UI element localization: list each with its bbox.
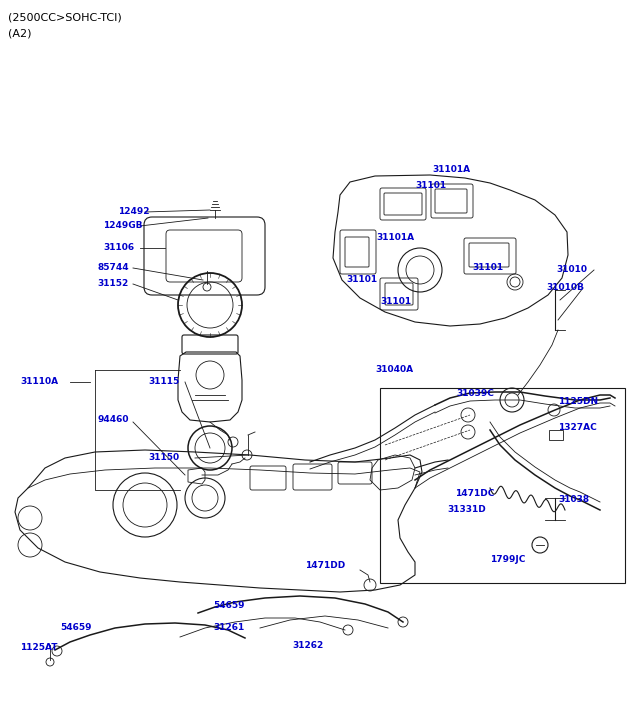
Text: 31152: 31152 xyxy=(97,279,129,289)
Text: 1471DC: 1471DC xyxy=(455,489,495,497)
Text: 31101: 31101 xyxy=(346,276,377,284)
Text: (2500CC>SOHC-TCI): (2500CC>SOHC-TCI) xyxy=(8,12,122,22)
Text: 31101A: 31101A xyxy=(376,233,414,241)
Text: 31039C: 31039C xyxy=(456,388,494,398)
Text: 31110A: 31110A xyxy=(20,377,58,387)
Bar xyxy=(549,430,563,440)
Text: 31040A: 31040A xyxy=(375,366,413,374)
Text: 12492: 12492 xyxy=(118,207,149,217)
Text: 31150: 31150 xyxy=(148,454,179,462)
Text: 31101A: 31101A xyxy=(432,166,470,174)
Text: 31115: 31115 xyxy=(148,377,180,387)
Text: 31038: 31038 xyxy=(558,496,589,505)
Text: 1125AT: 1125AT xyxy=(20,643,57,653)
Text: 31010: 31010 xyxy=(556,265,587,275)
Text: 1471DD: 1471DD xyxy=(305,561,345,569)
Text: 54659: 54659 xyxy=(60,624,91,632)
Bar xyxy=(380,388,625,583)
Text: 31101: 31101 xyxy=(380,297,411,307)
Text: 1327AC: 1327AC xyxy=(558,424,597,433)
Text: 31010B: 31010B xyxy=(546,284,584,292)
Text: 54659: 54659 xyxy=(213,601,244,609)
Text: 31262: 31262 xyxy=(292,640,323,649)
Text: 94460: 94460 xyxy=(97,416,129,425)
Text: 31101: 31101 xyxy=(472,263,503,273)
Text: 1125DN: 1125DN xyxy=(558,398,598,406)
Text: 31261: 31261 xyxy=(213,624,244,632)
Text: 1249GB: 1249GB xyxy=(103,222,142,230)
Text: 31106: 31106 xyxy=(103,243,134,252)
Text: 1799JC: 1799JC xyxy=(490,555,525,564)
Text: (A2): (A2) xyxy=(8,28,32,38)
Text: 31101: 31101 xyxy=(415,180,446,190)
Text: 31331D: 31331D xyxy=(447,505,486,515)
Text: 85744: 85744 xyxy=(97,262,129,271)
